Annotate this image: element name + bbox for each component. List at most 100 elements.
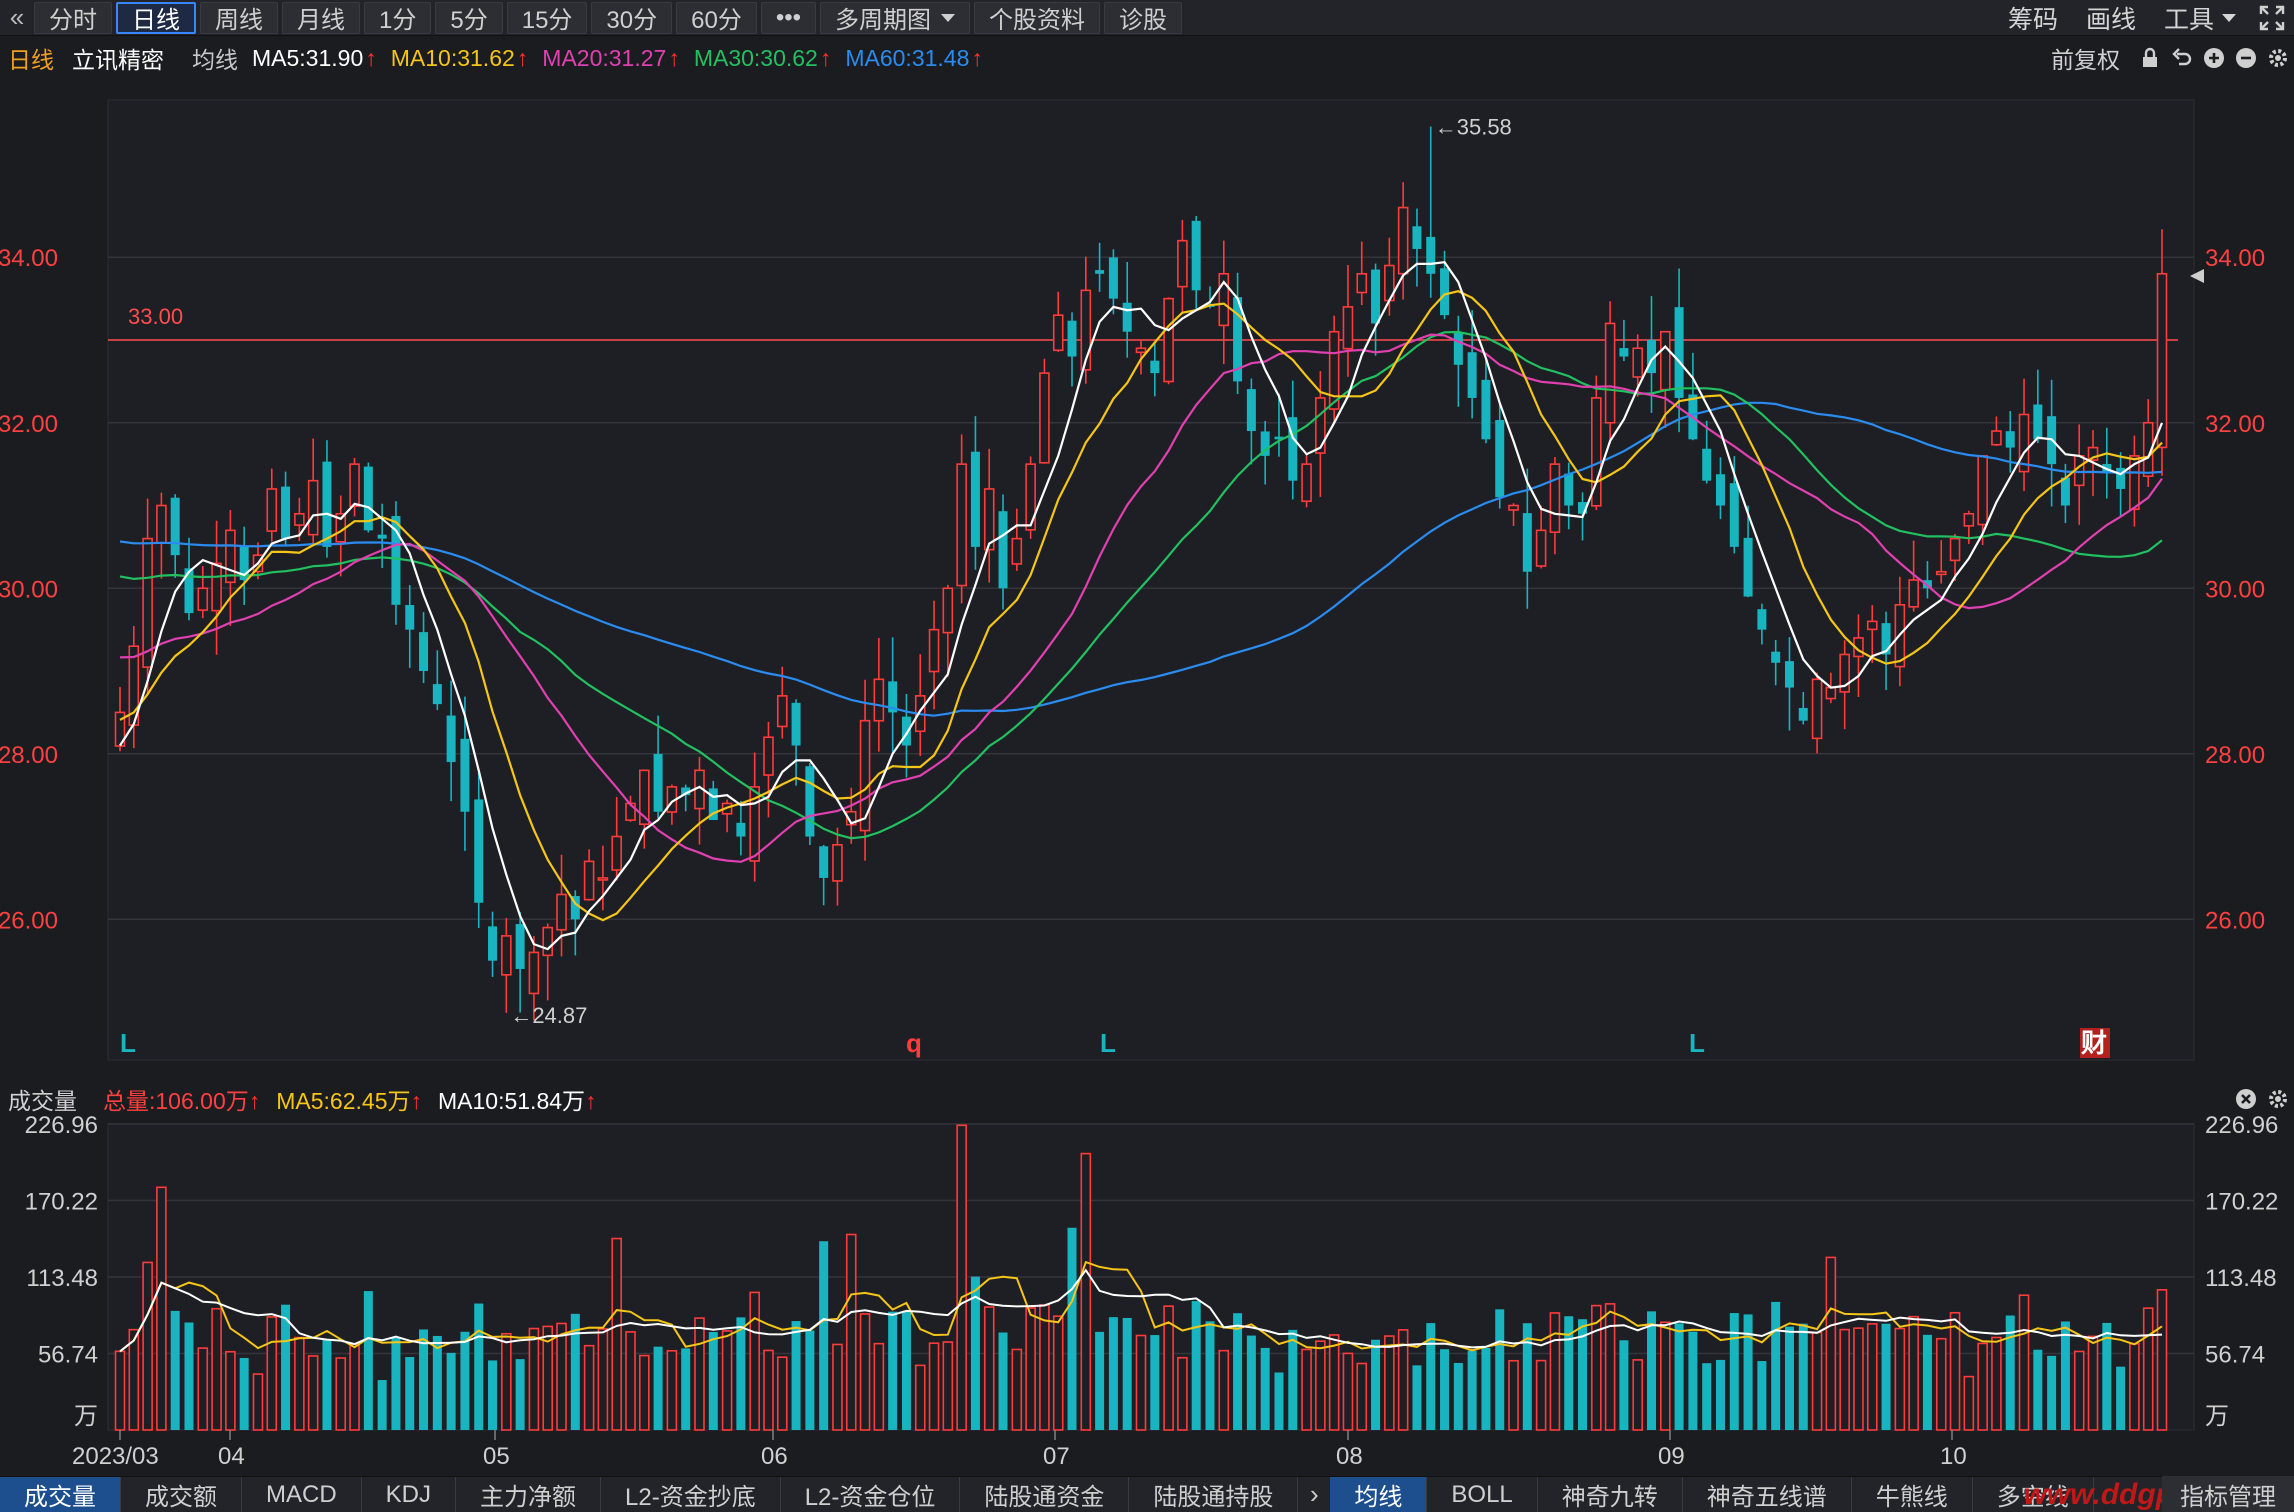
volume-bar-up: [156, 1186, 167, 1431]
chevron-right-icon[interactable]: ›: [1310, 1479, 1319, 1509]
volume-bar-up: [1080, 1152, 1092, 1431]
period-button-1[interactable]: 日线: [116, 1, 196, 34]
volume-bar-down: [1191, 1301, 1201, 1430]
overlay-tab-2[interactable]: 神奇九转: [1538, 1476, 1683, 1512]
period-button-5[interactable]: 5分: [435, 1, 503, 34]
volume-bar-down: [1784, 1326, 1794, 1430]
zoom-out-icon[interactable]: [2230, 42, 2262, 74]
draw-line-button[interactable]: 画线: [2085, 6, 2136, 34]
stock-info-button[interactable]: 个股资料: [974, 1, 1101, 34]
candle-up: [1163, 297, 1174, 383]
volume-bar-up: [1218, 1349, 1230, 1431]
period-button-2[interactable]: 周线: [200, 1, 278, 34]
indicator-tab-8[interactable]: 陆股通持股: [1129, 1476, 1299, 1512]
volume-bar-up: [197, 1347, 209, 1431]
candle-down: [1233, 297, 1243, 382]
candle-down: [2033, 404, 2043, 440]
up-arrow-icon: ↑: [248, 1088, 261, 1114]
volume-bar-down: [363, 1291, 373, 1430]
up-arrow-icon: ↑: [971, 44, 983, 71]
volume-bar-down: [515, 1359, 525, 1430]
overlay-tab-5[interactable]: 多空线: [1973, 1476, 2094, 1512]
y-tick-left: 30.00: [0, 576, 58, 603]
period-button-3[interactable]: 月线: [282, 1, 360, 34]
volume-bar-down: [1729, 1313, 1739, 1430]
multi-period-button[interactable]: 多周期图: [820, 1, 971, 34]
fullscreen-icon[interactable]: [2250, 0, 2294, 36]
indicator-tab-4[interactable]: 主力净额: [456, 1476, 602, 1512]
period-button-9[interactable]: •••: [760, 1, 817, 34]
indicator-tab-7[interactable]: 陆股通资金: [960, 1476, 1130, 1512]
volume-bar-up: [1011, 1348, 1023, 1431]
ma-label[interactable]: 均线: [192, 47, 238, 73]
candle-down: [1108, 257, 1118, 299]
volume-chart[interactable]: 226.96 226.96 170.22 170.22 113.48 113.48 56.7…: [0, 1100, 2294, 1476]
chips-button[interactable]: 筹码: [2007, 6, 2058, 34]
indicator-tab-5[interactable]: L2-资金抄底: [601, 1476, 781, 1512]
period-button-7[interactable]: 30分: [591, 1, 673, 34]
overlay-tab-4[interactable]: 牛熊线: [1852, 1476, 1973, 1512]
price-chart[interactable]: 34.00 34.00 32.00 32.00 30.00 30.00 28.00 28.00…: [0, 80, 2294, 1080]
high-price-label: ←35.58: [1435, 114, 1512, 139]
volume-bar-up: [1853, 1327, 1864, 1431]
period-button-4[interactable]: 1分: [364, 1, 432, 34]
volume-bar-up: [556, 1322, 567, 1431]
volume-bar-down: [1578, 1319, 1588, 1430]
candle-up: [583, 860, 595, 901]
overlay-tab-3[interactable]: 神奇五线谱: [1683, 1476, 1852, 1512]
chevron-down-icon: [2222, 14, 2236, 22]
undo-icon[interactable]: [2166, 42, 2198, 74]
volume-bar-down: [170, 1310, 180, 1430]
indicator-tab-3[interactable]: KDJ: [362, 1476, 457, 1512]
indicator-tab-2[interactable]: MACD: [242, 1476, 362, 1512]
candle-up: [1301, 463, 1312, 503]
ma30-text: MA30:30.62: [693, 44, 818, 71]
volume-ma10-line: [119, 1268, 2163, 1353]
candle-down: [1067, 320, 1077, 357]
lock-icon[interactable]: [2134, 42, 2166, 74]
indicator-manage-button[interactable]: 指标管理: [2162, 1476, 2294, 1512]
candle-down: [805, 766, 815, 837]
adjust-mode-button[interactable]: 前复权: [2051, 47, 2120, 73]
candle-up: [1839, 653, 1850, 693]
indicator-tab-0[interactable]: 成交量: [0, 1476, 121, 1512]
candle-up: [2142, 421, 2154, 477]
period-button-0[interactable]: 分时: [34, 1, 112, 34]
volume-bar-up: [1591, 1304, 1602, 1431]
candle-up: [1963, 512, 1975, 527]
double-chevron-left-icon[interactable]: «: [9, 2, 25, 32]
candle-down: [1757, 609, 1767, 630]
close-icon[interactable]: [2230, 1083, 2262, 1115]
volume-bar-up: [1963, 1375, 1975, 1431]
volume-bar-down: [1522, 1323, 1532, 1430]
candle-down: [1702, 448, 1712, 481]
period-button-8[interactable]: 60分: [676, 1, 757, 34]
candle-down: [1495, 420, 1505, 498]
volume-bar-down: [474, 1303, 484, 1430]
volume-bar-down: [2047, 1355, 2057, 1430]
candle-up: [749, 786, 760, 862]
volume-controls: [2230, 1080, 2294, 1118]
candle-down: [1619, 348, 1629, 357]
tools-button[interactable]: 工具: [2150, 0, 2250, 36]
indicator-tab-6[interactable]: L2-资金仓位: [781, 1476, 961, 1512]
gear-icon[interactable]: [2262, 42, 2294, 74]
volume-bar-up: [983, 1306, 995, 1431]
candle-down: [1578, 502, 1588, 514]
zoom-in-icon[interactable]: [2198, 42, 2230, 74]
volume-bar-up: [1659, 1321, 1671, 1431]
candle-up: [1342, 306, 1354, 350]
indicator-tab-1[interactable]: 成交额: [121, 1476, 242, 1512]
candle-down: [1288, 417, 1298, 481]
x-tick-label: 08: [1336, 1443, 1363, 1470]
up-arrow-icon: ↑: [819, 44, 832, 71]
gear-icon[interactable]: [2262, 1083, 2294, 1115]
candle-up: [1177, 239, 1188, 288]
overlay-tab-1[interactable]: BOLL: [1427, 1476, 1538, 1512]
period-button-6[interactable]: 15分: [506, 1, 588, 34]
diagnose-button[interactable]: 诊股: [1104, 1, 1183, 34]
candle-down: [363, 466, 373, 531]
overlay-tab-0[interactable]: 均线: [1330, 1476, 1428, 1512]
volume-bar-down: [405, 1357, 415, 1430]
volume-bar-down: [1715, 1359, 1725, 1430]
